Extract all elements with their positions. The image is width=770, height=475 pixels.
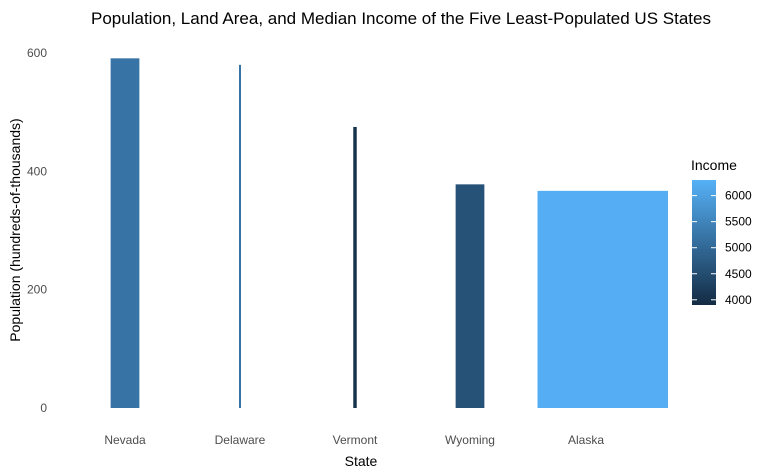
- legend-label: 5000: [725, 241, 752, 255]
- legend-label: 5500: [725, 215, 752, 229]
- bar-alaska: [537, 190, 668, 408]
- legend-label: 4000: [725, 293, 752, 307]
- x-axis: Nevada Delaware Vermont Wyoming Alaska: [104, 433, 604, 447]
- bar-delaware: [239, 64, 241, 408]
- x-tick-label: Wyoming: [445, 433, 495, 447]
- x-tick-label: Vermont: [333, 433, 378, 447]
- bar-nevada: [110, 58, 140, 408]
- x-tick-label: Delaware: [215, 433, 266, 447]
- y-axis: 0 200 400 600: [27, 46, 47, 415]
- legend-colorbar: [692, 180, 716, 305]
- y-tick-label: 400: [27, 164, 47, 178]
- x-tick-label: Nevada: [104, 433, 146, 447]
- y-tick-label: 0: [40, 401, 47, 415]
- bar-wyoming: [455, 184, 485, 408]
- y-tick-label: 600: [27, 46, 47, 60]
- chart-title: Population, Land Area, and Median Income…: [91, 9, 711, 28]
- y-tick-label: 200: [27, 283, 47, 297]
- x-axis-title: State: [345, 453, 378, 469]
- legend-title: Income: [691, 157, 737, 173]
- bars: [110, 58, 668, 408]
- x-tick-label: Alaska: [568, 433, 604, 447]
- y-axis-title: Population (hundreds-of-thousands): [7, 118, 23, 341]
- legend-label: 6000: [725, 189, 752, 203]
- bar-vermont: [353, 126, 357, 408]
- legend: Income 4000 4500 5000 5500 6000: [691, 157, 752, 307]
- legend-label: 4500: [725, 267, 752, 281]
